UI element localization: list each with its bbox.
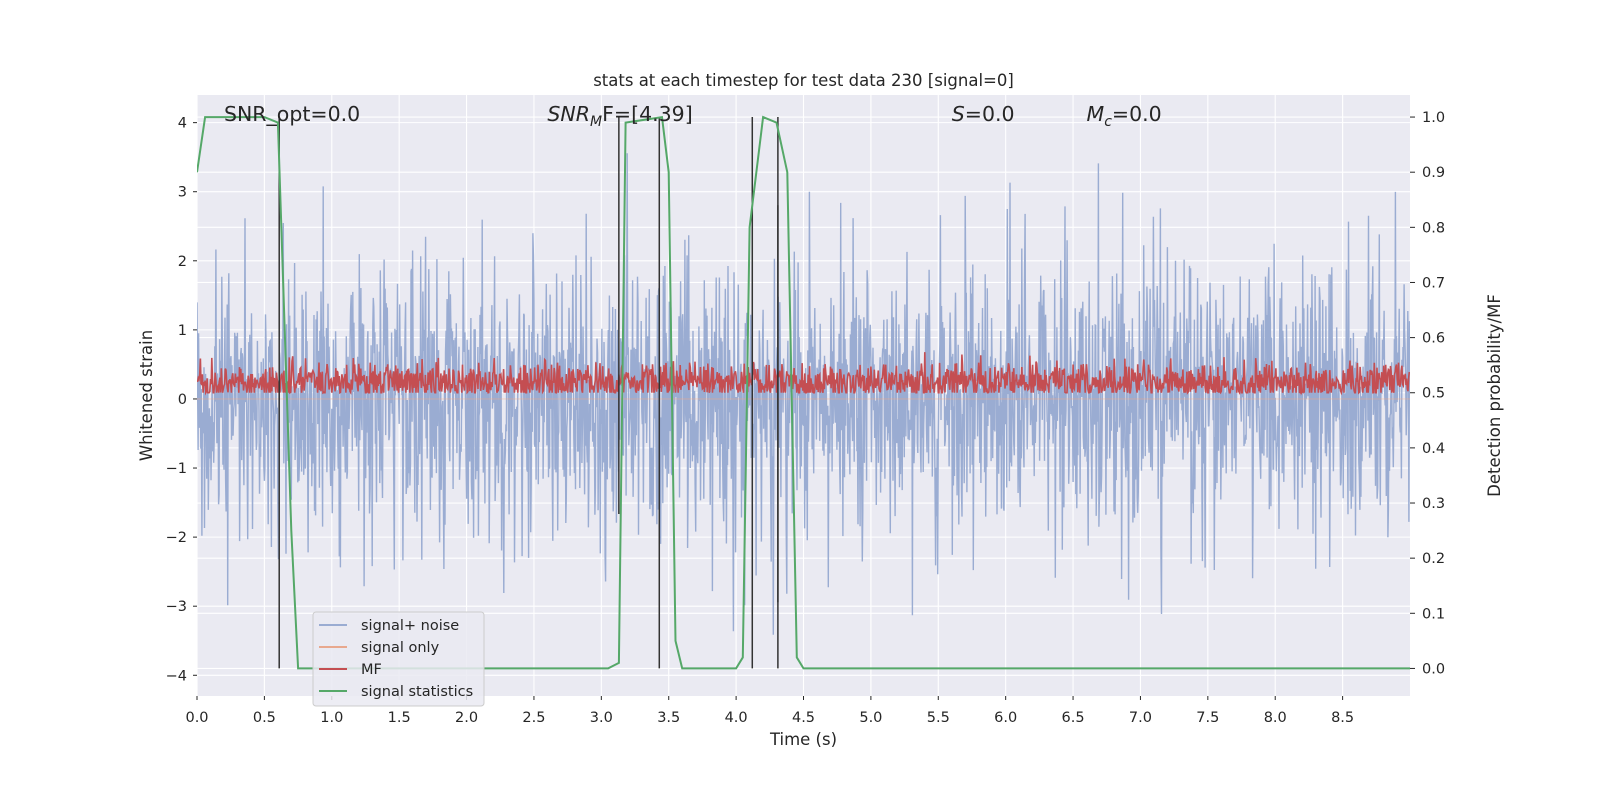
y-right-tick-label: 0.5 (1422, 386, 1445, 402)
y-axis-label-right: Detection probability/MF (1485, 294, 1504, 497)
legend-label: MF (361, 662, 382, 678)
x-tick-label: 0.5 (253, 710, 276, 726)
y-right-tick-label: 0.9 (1422, 165, 1445, 181)
x-tick-label: 7.0 (1129, 710, 1152, 726)
x-tick-label: 2.0 (455, 710, 478, 726)
annotation-text: Mc=0.0 (1087, 102, 1162, 130)
y-left-tick-label: 3 (178, 185, 187, 201)
x-tick-label: 2.5 (522, 710, 545, 726)
chart-title: stats at each timestep for test data 230… (593, 71, 1014, 90)
y-right-tick-label: 0.6 (1422, 331, 1445, 347)
annotation-text: SNR_opt=0.0 (224, 102, 360, 127)
annotations: SNR_opt=0.0 SNRMF=[4.39] S=0.0 Mc=0.0 (224, 102, 1162, 130)
mf-series (197, 352, 1410, 396)
y-left-tick-label: 4 (178, 116, 187, 132)
signal-statistics-series (197, 115, 1410, 670)
y-right-tick-label: 0.4 (1422, 441, 1445, 457)
series-line-mf (197, 352, 1410, 396)
x-tick-label: 1.0 (320, 710, 343, 726)
y-right-tick-label: 0.0 (1422, 661, 1445, 677)
legend-label: signal statistics (361, 684, 473, 700)
signal-noise-series (197, 153, 1410, 635)
y-left-tick-label: −2 (166, 530, 187, 546)
legend-label: signal+ noise (361, 618, 459, 634)
x-tick-label: 3.0 (590, 710, 613, 726)
y-left-tick-label: −1 (166, 461, 187, 477)
x-tick-label: 5.0 (859, 710, 882, 726)
x-tick-label: 4.0 (725, 710, 748, 726)
ticks: 0.0 0.5 1.0 1.5 2.0 2.5 3.0 3.5 4.0 4.5 5.0 5.5 6.0 6… (166, 110, 1445, 726)
annotation-text: S=0.0 (952, 102, 1015, 126)
x-tick-label: 6.5 (1062, 710, 1085, 726)
x-tick-label: 8.5 (1331, 710, 1354, 726)
x-axis-label: Time (s) (769, 730, 837, 749)
y-left-tick-label: −4 (166, 668, 187, 684)
x-tick-label: 5.5 (927, 710, 950, 726)
y-right-tick-label: 0.7 (1422, 275, 1445, 291)
y-right-tick-label: 0.3 (1422, 496, 1445, 512)
x-tick-label: 1.5 (388, 710, 411, 726)
x-tick-label: 6.0 (994, 710, 1017, 726)
vertical-markers (278, 117, 779, 669)
y-right-tick-label: 0.1 (1422, 606, 1445, 622)
legend-label: signal only (361, 640, 440, 656)
x-tick-label: 4.5 (792, 710, 815, 726)
y-left-tick-label: 1 (178, 323, 187, 339)
y-left-tick-label: 0 (178, 392, 187, 408)
y-right-tick-label: 0.8 (1422, 220, 1445, 236)
y-axis-label-left: Whitened strain (137, 330, 156, 461)
series-line-signal-noise (197, 153, 1410, 635)
y-right-tick-label: 1.0 (1422, 110, 1445, 126)
y-left-tick-label: 2 (178, 254, 187, 270)
x-tick-label: 0.0 (185, 710, 208, 726)
legend: signal+ noise signal only MF signal statist… (312, 611, 485, 707)
legend-box (312, 611, 485, 707)
y-right-tick-label: 0.2 (1422, 551, 1445, 567)
series-line-signal-statistics (197, 115, 1410, 670)
x-tick-label: 8.0 (1264, 710, 1287, 726)
x-tick-label: 3.5 (657, 710, 680, 726)
annotation-text: SNRMF=[4.39] (547, 102, 692, 130)
y-left-tick-label: −3 (166, 599, 187, 615)
x-tick-label: 7.5 (1196, 710, 1219, 726)
